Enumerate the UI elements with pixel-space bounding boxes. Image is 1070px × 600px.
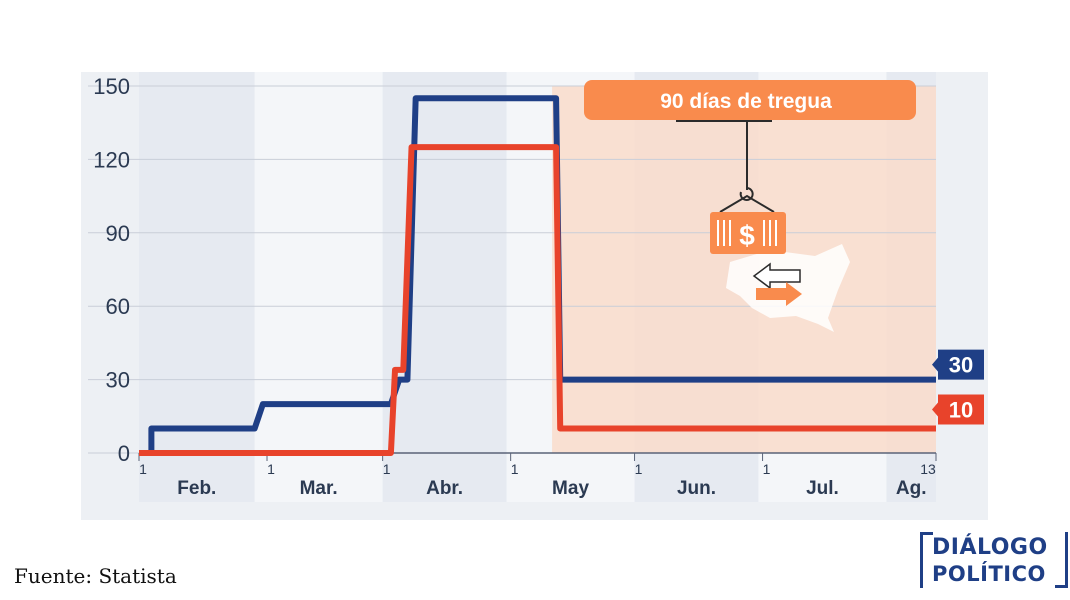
sling-icon — [719, 194, 775, 213]
x-tick-label: 13 — [920, 461, 936, 477]
month-band-2 — [382, 72, 507, 502]
hook-icon — [739, 187, 754, 201]
y-tick-label: 150 — [93, 74, 130, 99]
x-tick-label: 1 — [635, 461, 643, 477]
month-label: May — [552, 478, 589, 499]
x-tick-label: 1 — [139, 461, 147, 477]
arrow-left-icon — [752, 262, 801, 290]
x-tick-label: 1 — [383, 461, 391, 477]
end-label-value: 10 — [949, 398, 973, 423]
dialogo-politico-logo: DIÁLOGO POLÍTICO — [920, 532, 1068, 594]
y-tick-label: 60 — [106, 294, 130, 319]
source-note: Fuente: Statista — [14, 564, 177, 588]
annotation-label: 90 días de tregua — [660, 90, 832, 113]
y-tick-label: 30 — [106, 368, 130, 393]
logo-frame — [920, 532, 1068, 588]
month-label: Ag. — [896, 478, 927, 499]
end-label-badge — [932, 394, 984, 425]
end-label-1: 10 — [932, 394, 984, 425]
logo-line-1: DIÁLOGO — [932, 535, 1048, 560]
end-label-0: 30 — [932, 349, 984, 380]
x-tick-label: 1 — [511, 461, 519, 477]
month-label: Abr. — [426, 478, 463, 499]
x-tick-label: 1 — [267, 461, 275, 477]
arrow-right-icon — [756, 282, 802, 306]
y-tick-label: 90 — [106, 221, 130, 246]
month-label: Feb. — [177, 478, 216, 499]
end-label-badge — [932, 349, 984, 380]
y-tick-label: 120 — [93, 147, 130, 172]
month-label: Jun. — [677, 478, 716, 499]
month-band-1 — [254, 72, 383, 502]
month-label: Jul. — [806, 478, 839, 499]
series-line-1 — [139, 144, 936, 456]
dollar-icon: $ — [739, 220, 755, 251]
x-tick-label: 1 — [763, 461, 771, 477]
end-label-value: 30 — [949, 353, 973, 378]
month-band-0 — [139, 72, 255, 502]
y-tick-label: 0 — [118, 441, 130, 466]
month-label: Mar. — [300, 478, 338, 499]
logo-line-2: POLÍTICO — [932, 562, 1046, 586]
annotation-banner — [584, 80, 916, 120]
